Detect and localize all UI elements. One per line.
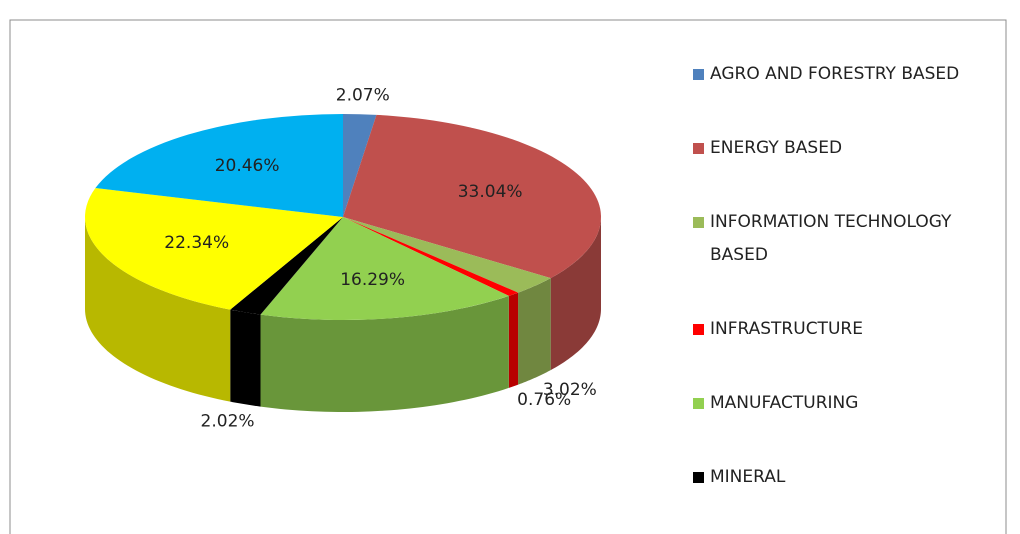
data-label: 22.34% (164, 233, 229, 253)
pie-side (230, 309, 261, 407)
pie-side (85, 217, 231, 402)
legend-label: MINERAL (710, 467, 786, 487)
legend-item: MANUFACTURING (693, 387, 1003, 420)
legend-item: MINERAL (693, 461, 1003, 494)
data-label: 2.07% (336, 86, 390, 106)
data-label: 3.02% (543, 380, 597, 400)
pie-side (518, 278, 551, 385)
legend-label: MANUFACTURING (710, 393, 859, 413)
legend-item: AGRO AND FORESTRY BASED (693, 58, 1003, 91)
legend-label: INFRASTRUCTURE (710, 319, 863, 339)
pie-slice (343, 114, 601, 279)
pie-slice (260, 217, 509, 320)
data-label: 33.04% (458, 182, 523, 202)
pie-slice (230, 217, 343, 315)
legend-label: AGRO AND FORESTRY BASED (710, 64, 960, 84)
pie-slice (343, 217, 519, 296)
legend-item: INFORMATION TECHNOLOGY BASED (693, 206, 1003, 272)
legend-swatch (693, 143, 704, 154)
pie-side (550, 217, 601, 371)
legend-swatch (693, 69, 704, 80)
pie-slice (343, 114, 377, 217)
legend-swatch (693, 217, 704, 228)
legend-label: ENERGY BASED (710, 138, 843, 158)
legend-swatch (693, 324, 704, 335)
legend-label: INFORMATION TECHNOLOGY BASED (710, 212, 952, 265)
pie-slice (85, 188, 344, 310)
data-label: 20.46% (215, 156, 280, 176)
legend-swatch (693, 398, 704, 409)
data-label: 2.02% (201, 411, 255, 431)
legend-item: ENERGY BASED (693, 132, 1003, 165)
pie-slice (95, 114, 343, 217)
legend-item: INFRASTRUCTURE (693, 313, 1003, 346)
pie-sides (85, 217, 601, 412)
data-label: 0.76% (517, 390, 571, 410)
data-label: 16.29% (340, 270, 405, 290)
pie-tops (85, 114, 601, 320)
pie-side (260, 295, 509, 412)
chart-frame (9, 19, 1007, 534)
pie-side (508, 292, 519, 388)
legend-swatch (693, 472, 704, 483)
pie-slice (343, 217, 551, 293)
